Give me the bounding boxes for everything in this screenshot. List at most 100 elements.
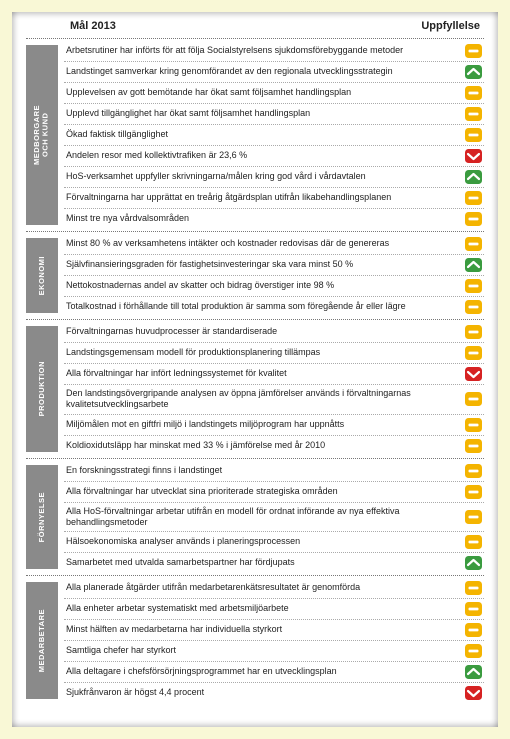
status-badge-yellow (465, 602, 482, 616)
goal-row: Hälsoekonomiska analyser används i plane… (64, 532, 484, 553)
goal-row: Andelen resor med kollektivtrafiken är 2… (64, 146, 484, 167)
status-badge-green (465, 65, 482, 79)
goal-row: Alla deltagare i chefsförsörjningsprogra… (64, 662, 484, 683)
status-badge-yellow (465, 623, 482, 637)
goal-row: Upplevd tillgänglighet har ökat samt föl… (64, 104, 484, 125)
section-label-text: EKONOMI (38, 256, 47, 295)
status-badge-green (465, 556, 482, 570)
rows: Minst 80 % av verksamhetens intäkter och… (64, 232, 484, 319)
rows: En forskningsstrategi finns i landstinge… (64, 459, 484, 576)
goal-text: Alla förvaltningar har infört ledningssy… (66, 368, 465, 379)
status-badge-red (465, 149, 482, 163)
goal-row: Den landstingsövergripande analysen av ö… (64, 385, 484, 415)
goal-row: HoS-verksamhet uppfyller skrivningarna/m… (64, 167, 484, 188)
section-label: FÖRNYELSE (26, 465, 58, 570)
status-badge-yellow (465, 439, 482, 453)
status-badge-green (465, 170, 482, 184)
status-badge-yellow (465, 644, 482, 658)
goal-row: Minst 80 % av verksamhetens intäkter och… (64, 234, 484, 255)
status-badge-yellow (465, 392, 482, 406)
status-badge-yellow (465, 464, 482, 478)
status-badge-yellow (465, 44, 482, 58)
goal-text: Förvaltningarna har upprättat en treårig… (66, 192, 465, 203)
goal-text: Alla enheter arbetar systematiskt med ar… (66, 603, 465, 614)
section-label: MEDBORGARE OCH KUND (26, 45, 58, 225)
section-label: PRODUKTION (26, 326, 58, 452)
goal-row: Alla förvaltningar har utvecklat sina pr… (64, 482, 484, 503)
goal-text: Självfinansieringsgraden för fastighetsi… (66, 259, 465, 270)
section: MEDARBETARE Alla planerade åtgärder utifr… (26, 575, 484, 705)
status-badge-yellow (465, 485, 482, 499)
goal-row: Nettokostnadernas andel av skatter och b… (64, 276, 484, 297)
goal-row: Alla enheter arbetar systematiskt med ar… (64, 599, 484, 620)
status-badge-yellow (465, 237, 482, 251)
status-badge-red (465, 686, 482, 700)
goal-text: Upplevd tillgänglighet har ökat samt föl… (66, 108, 465, 119)
goal-text: Alla förvaltningar har utvecklat sina pr… (66, 486, 465, 497)
status-badge-yellow (465, 107, 482, 121)
goal-row: Samarbetet med utvalda samarbetspartner … (64, 553, 484, 573)
report-card: Mål 2013 Uppfyllelse MEDBORGARE OCH KUND… (12, 12, 498, 727)
goal-row: Koldioxidutsläpp har minskat med 33 % i … (64, 436, 484, 456)
goal-row: Förvaltningarnas huvudprocesser är stand… (64, 322, 484, 343)
goal-text: Arbetsrutiner har införts för att följa … (66, 45, 465, 56)
rows: Förvaltningarnas huvudprocesser är stand… (64, 320, 484, 458)
section: PRODUKTION Förvaltningarnas huvudprocesse… (26, 319, 484, 458)
status-badge-yellow (465, 128, 482, 142)
status-badge-yellow (465, 212, 482, 226)
section-label-text: MEDARBETARE (38, 609, 47, 672)
goal-row: Ökad faktisk tillgänglighet (64, 125, 484, 146)
status-badge-green (465, 258, 482, 272)
goal-row: Totalkostnad i förhållande till total pr… (64, 297, 484, 317)
goal-text: Minst tre nya vårdvalsområden (66, 213, 465, 224)
section: MEDBORGARE OCH KUND Arbetsrutiner har inf… (26, 38, 484, 231)
section-label: MEDARBETARE (26, 582, 58, 699)
goal-text: Totalkostnad i förhållande till total pr… (66, 301, 465, 312)
rows: Alla planerade åtgärder utifrån medarbet… (64, 576, 484, 705)
goal-text: Förvaltningarnas huvudprocesser är stand… (66, 326, 465, 337)
status-badge-yellow (465, 325, 482, 339)
goal-row: Alla planerade åtgärder utifrån medarbet… (64, 578, 484, 599)
goal-text: Minst 80 % av verksamhetens intäkter och… (66, 238, 465, 249)
status-badge-yellow (465, 510, 482, 524)
rows: Arbetsrutiner har införts för att följa … (64, 39, 484, 231)
status-badge-yellow (465, 346, 482, 360)
status-badge-yellow (465, 581, 482, 595)
goal-row: Alla HoS-förvaltningar arbetar utifrån e… (64, 503, 484, 533)
goal-text: Ökad faktisk tillgänglighet (66, 129, 465, 140)
goal-text: HoS-verksamhet uppfyller skrivningarna/m… (66, 171, 465, 182)
goal-text: Samtliga chefer har styrkort (66, 645, 465, 656)
goal-text: Alla HoS-förvaltningar arbetar utifrån e… (66, 506, 465, 529)
goal-row: Sjukfrånvaron är högst 4,4 procent (64, 683, 484, 703)
goal-text: Miljömålen mot en giftfri miljö i landst… (66, 419, 465, 430)
section-label: EKONOMI (26, 238, 58, 313)
goal-text: Sjukfrånvaron är högst 4,4 procent (66, 687, 465, 698)
goal-row: Miljömålen mot en giftfri miljö i landst… (64, 415, 484, 436)
goal-text: Hälsoekonomiska analyser används i plane… (66, 536, 465, 547)
goal-text: Alla deltagare i chefsförsörjningsprogra… (66, 666, 465, 677)
goal-row: Självfinansieringsgraden för fastighetsi… (64, 255, 484, 276)
goal-row: Minst tre nya vårdvalsområden (64, 209, 484, 229)
section: EKONOMI Minst 80 % av verksamhetens intäk… (26, 231, 484, 319)
goal-text: Nettokostnadernas andel av skatter och b… (66, 280, 465, 291)
goal-row: Landstingsgemensam modell för produktion… (64, 343, 484, 364)
status-badge-yellow (465, 86, 482, 100)
status-badge-yellow (465, 418, 482, 432)
status-badge-yellow (465, 191, 482, 205)
header-row: Mål 2013 Uppfyllelse (26, 20, 484, 38)
goal-row: Upplevelsen av gott bemötande har ökat s… (64, 83, 484, 104)
goal-row: Arbetsrutiner har införts för att följa … (64, 41, 484, 62)
status-badge-red (465, 367, 482, 381)
goal-row: Landstinget samverkar kring genomförande… (64, 62, 484, 83)
goal-row: Minst hälften av medarbetarna har indivi… (64, 620, 484, 641)
goal-row: Alla förvaltningar har infört ledningssy… (64, 364, 484, 385)
goal-text: Den landstingsövergripande analysen av ö… (66, 388, 465, 411)
status-badge-yellow (465, 535, 482, 549)
status-badge-yellow (465, 300, 482, 314)
goal-row: Samtliga chefer har styrkort (64, 641, 484, 662)
goal-row: Förvaltningarna har upprättat en treårig… (64, 188, 484, 209)
section: FÖRNYELSE En forskningsstrategi finns i l… (26, 458, 484, 576)
goal-row: En forskningsstrategi finns i landstinge… (64, 461, 484, 482)
goal-text: Andelen resor med kollektivtrafiken är 2… (66, 150, 465, 161)
goal-text: Landstinget samverkar kring genomförande… (66, 66, 465, 77)
